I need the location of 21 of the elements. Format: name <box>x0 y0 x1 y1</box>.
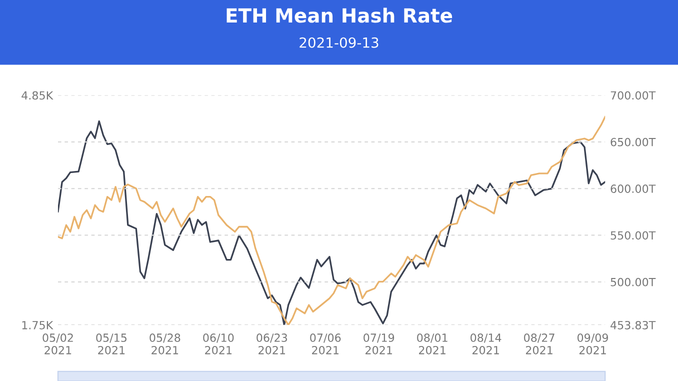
chart-title: ETH Mean Hash Rate <box>226 8 452 23</box>
chart-subtitle: 2021-09-13 <box>300 37 378 48</box>
x-tick-label: 05/28 2021 <box>150 334 180 354</box>
x-tick-label: 08/14 2021 <box>470 334 502 354</box>
x-tick-label: 05/15 2021 <box>96 334 126 354</box>
y-tick-label: 4.85K <box>22 91 54 100</box>
x-tick-label: 07/19 2021 <box>364 334 394 354</box>
x-tick-label: 07/06 2021 <box>310 334 341 354</box>
x-tick-label: 06/10 2021 <box>203 334 234 354</box>
y2-tick-label: 500.00T <box>610 278 656 286</box>
y2-tick-label: 550.00T <box>610 231 656 240</box>
y2-tick-label: 600.00T <box>610 184 656 193</box>
x-tick-label: 08/01 2021 <box>417 334 448 354</box>
x-tick-label: 06/23 2021 <box>256 334 288 354</box>
x-tick-label: 08/27 2021 <box>524 334 554 354</box>
x-tick-label: 05/02 2021 <box>42 334 73 354</box>
y2-tick-label: 650.00T <box>610 138 656 146</box>
x-tick-label: 09/09 2021 <box>577 334 608 354</box>
y2-tick-label: 700.00T <box>610 91 656 100</box>
y-tick-label: 1.75K <box>22 321 54 330</box>
y2-tick-label: 453.83T <box>610 320 656 330</box>
